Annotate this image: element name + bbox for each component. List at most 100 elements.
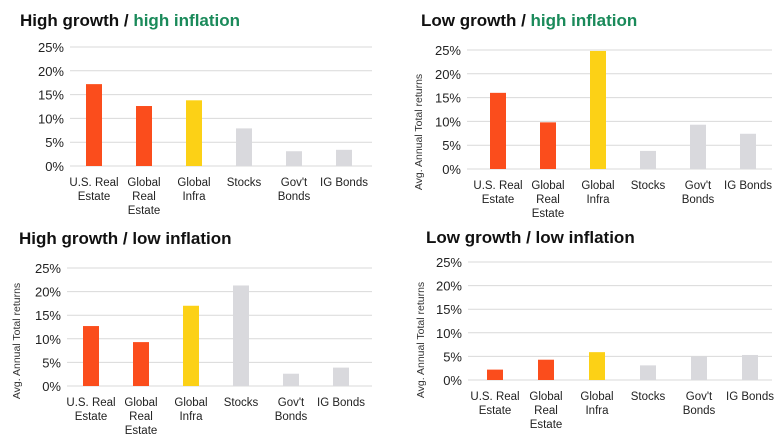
x-tick-label: IG Bonds: [317, 397, 365, 409]
x-tick-label-line: Global: [177, 177, 210, 189]
bar: [690, 124, 706, 169]
bar: [336, 149, 352, 166]
x-tick-label: Global Real Estate: [124, 397, 157, 437]
y-tick-label: 25%: [38, 40, 64, 55]
x-tick-label-line: Real: [132, 191, 156, 203]
x-tick-label: Global Infra: [177, 177, 210, 203]
x-tick-label-line: Global: [580, 391, 613, 403]
x-tick-label: Gov't Bonds: [683, 391, 716, 417]
chart-title-suffix: low inflation: [535, 228, 635, 247]
y-tick-label: 10%: [435, 114, 461, 129]
x-tick-label-line: Gov't: [686, 391, 713, 403]
y-tick-label: 0%: [45, 159, 64, 174]
x-tick-label: Global Real Estate: [531, 180, 564, 220]
bar: [640, 365, 656, 380]
x-tick-label: IG Bonds: [726, 391, 774, 403]
x-tick-label: Global Infra: [581, 180, 614, 206]
x-tick-label-line: Infra: [585, 405, 609, 417]
x-tick-label: Stocks: [631, 180, 666, 192]
chart-title-suffix: high inflation: [133, 11, 241, 30]
x-tick-label-line: Global: [529, 391, 562, 403]
y-tick-label: 15%: [435, 91, 461, 106]
x-tick-label-line: Real: [536, 194, 560, 206]
x-tick-label-line: Estate: [78, 191, 111, 203]
y-tick-label: 15%: [35, 308, 61, 323]
x-tick-label-line: Bonds: [682, 194, 715, 206]
x-tick-label-line: Global: [174, 397, 207, 409]
x-tick-label-line: Estate: [479, 405, 512, 417]
x-tick-label: Global Infra: [580, 391, 613, 417]
bar: [487, 369, 503, 380]
bar: [590, 50, 606, 170]
x-tick-label-line: Gov't: [278, 397, 305, 409]
x-tick-label-line: IG Bonds: [724, 180, 772, 192]
bar-chart: 0% 5% 10% 15% 20% 25% Avg. Annual Total return…: [11, 261, 372, 437]
x-tick-label-line: Real: [534, 405, 558, 417]
x-tick-label-line: U.S. Real: [69, 177, 118, 189]
x-tick-label-line: Gov't: [281, 177, 308, 189]
y-tick-label: 15%: [38, 88, 64, 103]
x-tick-label-line: Real: [129, 411, 153, 423]
chart-title: Low growth / low inflation: [426, 228, 635, 248]
x-tick-label-line: Global: [124, 397, 157, 409]
x-tick-label: IG Bonds: [320, 177, 368, 189]
x-tick-label: Gov't Bonds: [275, 397, 308, 423]
chart-title: High growth / high inflation: [20, 11, 240, 31]
chart-title: High growth / low inflation: [19, 229, 231, 249]
x-tick-label-line: Estate: [482, 194, 515, 206]
x-tick-label-line: Estate: [128, 205, 161, 217]
bar: [233, 285, 249, 386]
x-tick-label-line: Infra: [182, 191, 206, 203]
x-tick-label-line: Estate: [75, 411, 108, 423]
chart-panel-low-growth-low-inflation: Low growth / low inflation 0% 5% 10% 15% 20%…: [390, 220, 780, 439]
chart-title-suffix: low inflation: [132, 229, 232, 248]
x-tick-label-line: IG Bonds: [320, 177, 368, 189]
bar: [740, 133, 756, 169]
x-tick-label-line: IG Bonds: [317, 397, 365, 409]
y-tick-label: 5%: [42, 355, 61, 370]
x-tick-label-line: U.S. Real: [66, 397, 115, 409]
bar: [83, 326, 99, 386]
y-tick-label: 10%: [38, 111, 64, 126]
x-tick-label: U.S. Real Estate: [66, 397, 115, 423]
chart-title-prefix: High growth /: [20, 11, 134, 30]
bar: [742, 354, 758, 380]
chart-title-prefix: Low growth /: [426, 228, 536, 247]
x-tick-label: Stocks: [224, 397, 259, 409]
y-tick-label: 10%: [436, 326, 462, 341]
x-tick-label: Stocks: [227, 177, 262, 189]
y-tick-label: 5%: [442, 138, 461, 153]
x-tick-label-line: Stocks: [227, 177, 262, 189]
x-tick-label: Gov't Bonds: [682, 180, 715, 206]
bar: [640, 150, 656, 169]
x-tick-label-line: Bonds: [683, 405, 716, 417]
bar: [333, 367, 349, 386]
bar-chart: 0% 5% 10% 15% 20% 25% Avg. Annual Total return…: [413, 43, 772, 220]
bar: [538, 359, 554, 380]
y-tick-label: 10%: [35, 332, 61, 347]
y-tick-label: 5%: [443, 349, 462, 364]
bar: [283, 373, 299, 386]
bar: [133, 342, 149, 386]
chart-title-suffix: high inflation: [530, 11, 638, 30]
x-tick-label: Gov't Bonds: [278, 177, 311, 203]
x-tick-label-line: Estate: [530, 419, 563, 431]
chart-panel-high-growth-high-inflation: High growth / high inflation 0% 5% 10% 15% 2…: [0, 0, 390, 220]
x-tick-label-line: Infra: [586, 194, 610, 206]
x-tick-label-line: Stocks: [631, 391, 666, 403]
chart-panel-high-growth-low-inflation: High growth / low inflation 0% 5% 10% 15% 20…: [0, 220, 390, 439]
x-tick-label: Stocks: [631, 391, 666, 403]
bar: [490, 92, 506, 169]
bar-chart: 0% 5% 10% 15% 20% 25% Avg. Annual Total return…: [415, 255, 774, 431]
x-tick-label: IG Bonds: [724, 180, 772, 192]
x-tick-label-line: Bonds: [278, 191, 311, 203]
bar-chart: 0% 5% 10% 15% 20% 25% U.S. Real Estate Global Rea…: [38, 40, 372, 217]
x-tick-label: U.S. Real Estate: [470, 391, 519, 417]
x-tick-label: Global Real Estate: [529, 391, 562, 431]
x-tick-label: Global Infra: [174, 397, 207, 423]
bar: [186, 100, 202, 166]
y-axis-label: Avg. Annual Total returns: [413, 74, 425, 190]
y-tick-label: 20%: [38, 64, 64, 79]
x-tick-label-line: Global: [127, 177, 160, 189]
y-tick-label: 25%: [435, 43, 461, 58]
